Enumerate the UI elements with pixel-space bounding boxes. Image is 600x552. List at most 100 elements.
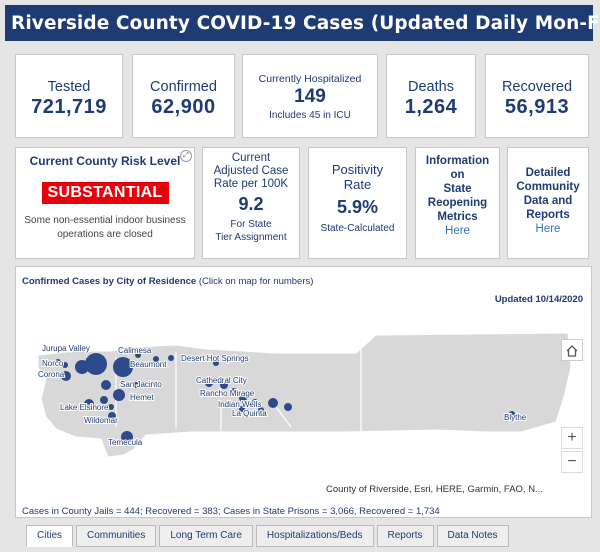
bubble-thermal [239, 406, 245, 412]
bubble-menifee [100, 396, 108, 404]
reopening-line4: Reopening [427, 197, 488, 209]
tab-communities[interactable]: Communities [76, 525, 157, 547]
case-rate-value: 9.2 [238, 194, 264, 214]
deaths-label: Deaths [408, 79, 454, 95]
positivity-card: Positivity Rate 5.9% State-Calculated [308, 147, 407, 259]
reopening-title: Information on State Reopening Metrics [416, 154, 499, 224]
risk-level-card: Current County Risk Level SUBSTANTIAL So… [15, 147, 195, 259]
label-blythe: Blythe [504, 413, 527, 422]
bubble-wildomar [96, 418, 102, 424]
map-title-bold: Confirmed Cases by City of Residence [22, 276, 197, 287]
label-beaumont: Beaumont [130, 360, 167, 369]
case-rate-line1: Current [231, 152, 271, 164]
deaths-card: Deaths 1,264 [386, 54, 476, 138]
bubble-coachella [284, 403, 292, 411]
bubble-banning [168, 355, 174, 361]
map-home-button[interactable] [561, 339, 583, 361]
confirmed-card: Confirmed 62,900 [132, 54, 235, 138]
bubble-desert-hot-springs [213, 360, 219, 366]
community-link[interactable]: Here [535, 223, 561, 235]
dashboard-title: Riverside County COVID-19 Cases (Updated… [11, 12, 600, 34]
tab-long-term-care[interactable]: Long Term Care [159, 525, 253, 547]
label-norco: Norco [42, 359, 64, 368]
risk-note: Some non-essential indoor business opera… [16, 214, 194, 242]
label-indian-wells: Indian Wells [218, 400, 261, 409]
community-data-card: Detailed Community Data and Reports Here [507, 147, 589, 259]
risk-note-line2: operations are closed [57, 229, 153, 240]
expand-icon[interactable]: ⤢ [180, 150, 192, 162]
tab-reports[interactable]: Reports [376, 525, 434, 547]
map-card: Confirmed Cases by City of Residence (Cl… [15, 266, 592, 518]
label-san-jacinto: San Jacinto [120, 380, 162, 389]
community-line3: Data and [523, 195, 573, 207]
label-temecula: Temecula [108, 438, 143, 447]
positivity-value: 5.9% [336, 197, 379, 217]
city-labels: Jurupa Valley Calimesa Norco Beaumont Co… [37, 343, 528, 448]
dashboard-header: Riverside County COVID-19 Cases (Updated… [5, 5, 600, 41]
label-jurupa-valley: Jurupa Valley [42, 344, 90, 353]
case-bubbles[interactable] [55, 352, 515, 443]
jails-note: Cases in County Jails = 444; Recovered =… [22, 506, 440, 517]
case-rate-title: Current Adjusted Case Rate per 100K [203, 152, 299, 191]
case-rate-sub: For State Tier Assignment [203, 218, 299, 244]
bubble-palm-springs [205, 379, 213, 387]
county-shape [37, 332, 572, 458]
label-calimesa: Calimesa [118, 346, 152, 355]
reopening-card: Information on State Reopening Metrics H… [415, 147, 500, 259]
case-rate-card: Current Adjusted Case Rate per 100K 9.2 … [202, 147, 300, 259]
positivity-title: Positivity Rate [309, 162, 406, 192]
map-title-rest: (Click on map for numbers) [196, 276, 314, 287]
community-line2: Community [516, 181, 580, 193]
tested-value: 721,719 [31, 96, 107, 118]
tested-card: Tested 721,719 [15, 54, 123, 138]
hospitalized-icu: Includes 45 in ICU [269, 110, 351, 121]
risk-level-badge: SUBSTANTIAL [41, 182, 169, 204]
bubble-calimesa [135, 352, 141, 358]
tab-data-notes[interactable]: Data Notes [436, 525, 509, 547]
label-cathedral-city: Cathedral City [196, 376, 247, 385]
case-rate-sub1: For State [230, 219, 272, 230]
tab-hospitalizations-beds[interactable]: Hospitalizations/Beds [255, 525, 374, 547]
bubble-hemet [113, 389, 125, 401]
case-rate-sub2: Tier Assignment [215, 232, 287, 243]
tab-bar: Cities Communities Long Term Care Hospit… [26, 525, 512, 547]
bubble-beaumont [153, 356, 159, 362]
tested-label: Tested [47, 79, 91, 95]
reopening-line1: Information [425, 155, 490, 167]
risk-note-line1: Some non-essential indoor business [24, 215, 186, 226]
label-lake-elsinore: Lake Elsinore [60, 403, 109, 412]
positivity-line2: Rate [343, 177, 372, 192]
bubble-la-quinta [258, 407, 264, 413]
confirmed-value: 62,900 [151, 96, 216, 118]
bubble-corona [61, 371, 71, 381]
label-desert-hot-springs: Desert Hot Springs [181, 354, 249, 363]
confirmed-label: Confirmed [150, 79, 217, 95]
bubble-moreno-valley [113, 357, 133, 377]
bubble-norco [62, 362, 68, 368]
bubble-lake-elsinore [84, 399, 94, 409]
label-rancho-mirage: Rancho Mirage [200, 389, 255, 398]
community-line1: Detailed [525, 167, 571, 179]
label-wildomar: Wildomar [84, 416, 118, 425]
hospitalized-label: Currently Hospitalized [258, 73, 362, 85]
reopening-link[interactable]: Here [445, 225, 470, 237]
map-attribution[interactable]: County of Riverside, Esri, HERE, Garmin,… [326, 484, 543, 495]
bubble-rancho-mirage [231, 388, 237, 394]
hospitalized-card: Currently Hospitalized 149 Includes 45 i… [242, 54, 378, 138]
reopening-line2: on [450, 169, 465, 181]
risk-title: Current County Risk Level [29, 154, 181, 168]
bubble-indian-wells [252, 399, 258, 405]
zoom-in-button[interactable]: + [561, 427, 583, 449]
reopening-line3: State [443, 183, 472, 195]
label-hemet: Hemet [130, 393, 154, 402]
community-line4: Reports [526, 209, 570, 221]
bubble-indio [268, 398, 278, 408]
bubble-blythe [509, 411, 515, 417]
recovered-label: Recovered [501, 79, 573, 95]
deaths-value: 1,264 [404, 96, 458, 118]
tab-cities[interactable]: Cities [26, 525, 74, 547]
zoom-out-button[interactable]: − [561, 451, 583, 473]
county-map[interactable]: Jurupa Valley Calimesa Norco Beaumont Co… [16, 307, 593, 477]
case-rate-line2: Adjusted Case [213, 165, 289, 177]
map-title: Confirmed Cases by City of Residence (Cl… [22, 276, 313, 287]
